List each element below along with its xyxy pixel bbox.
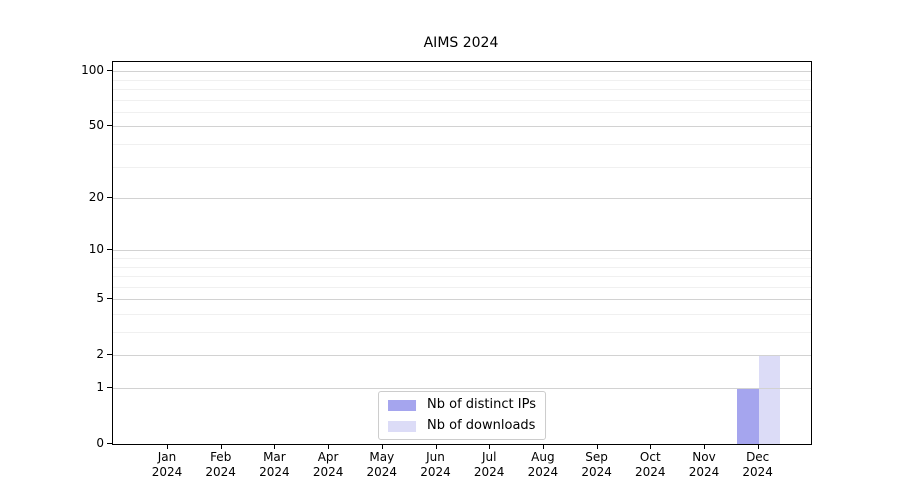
y-tick-label: 50 xyxy=(88,118,104,133)
x-tick-label: Jun 2024 xyxy=(420,450,451,479)
bar xyxy=(758,355,781,444)
y-tick-label: 0 xyxy=(96,436,104,450)
minor-gridline xyxy=(113,267,811,268)
y-tick-label: 100 xyxy=(81,63,104,78)
minor-gridline xyxy=(113,167,811,168)
x-tick-label: Mar 2024 xyxy=(259,450,290,479)
major-gridline xyxy=(113,250,811,251)
y-tick-mark xyxy=(107,298,112,299)
y-tick-mark xyxy=(107,354,112,355)
y-tick-mark xyxy=(107,125,112,126)
y-tick-mark xyxy=(107,249,112,250)
legend-item: Nb of distinct IPs xyxy=(388,397,536,413)
bar xyxy=(737,388,759,444)
major-gridline xyxy=(113,388,811,389)
minor-gridline xyxy=(113,287,811,288)
minor-gridline xyxy=(113,89,811,90)
y-tick-mark xyxy=(107,70,112,71)
x-tick-mark xyxy=(489,444,490,449)
bars-layer xyxy=(113,62,811,444)
major-gridline xyxy=(113,71,811,72)
major-gridline xyxy=(113,198,811,199)
y-tick-label: 1 xyxy=(96,380,104,394)
x-tick-mark xyxy=(328,444,329,449)
legend: Nb of distinct IPs Nb of downloads xyxy=(378,391,546,440)
major-gridline xyxy=(113,355,811,356)
x-tick-label: Nov 2024 xyxy=(688,450,720,479)
legend-item: Nb of downloads xyxy=(388,418,536,434)
x-tick-label: Apr 2024 xyxy=(312,450,344,479)
legend-label: Nb of downloads xyxy=(427,418,536,433)
chart-title: AIMS 2024 xyxy=(423,35,499,51)
y-tick-mark xyxy=(107,387,112,388)
y-tick-mark xyxy=(107,443,112,444)
x-tick-mark xyxy=(543,444,544,449)
x-tick-label: Dec 2024 xyxy=(742,450,773,479)
minor-gridline xyxy=(113,144,811,145)
x-tick-mark xyxy=(274,444,275,449)
minor-gridline xyxy=(113,332,811,333)
y-tick-label: 2 xyxy=(96,347,104,362)
x-tick-mark xyxy=(167,444,168,449)
minor-gridline xyxy=(113,112,811,113)
major-gridline xyxy=(113,299,811,300)
legend-swatch xyxy=(388,399,417,411)
x-tick-label: Jan 2024 xyxy=(151,450,183,479)
x-tick-label: Oct 2024 xyxy=(635,450,666,479)
minor-gridline xyxy=(113,314,811,315)
x-tick-label: Feb 2024 xyxy=(205,450,236,479)
y-tick-mark xyxy=(107,197,112,198)
y-tick-label: 10 xyxy=(88,242,104,257)
x-tick-mark xyxy=(758,444,759,449)
legend-label: Nb of distinct IPs xyxy=(427,397,536,412)
x-tick-label: May 2024 xyxy=(366,450,398,479)
x-tick-mark xyxy=(436,444,437,449)
x-tick-mark xyxy=(221,444,222,449)
x-tick-mark xyxy=(597,444,598,449)
x-tick-label: Jul 2024 xyxy=(473,450,505,479)
major-gridline xyxy=(113,126,811,127)
minor-gridline xyxy=(113,276,811,277)
y-tick-label: 20 xyxy=(88,190,104,205)
x-tick-mark xyxy=(382,444,383,449)
minor-gridline xyxy=(113,258,811,259)
x-tick-label: Aug 2024 xyxy=(527,450,559,479)
x-tick-mark xyxy=(704,444,705,449)
x-tick-mark xyxy=(650,444,651,449)
x-tick-label: Sep 2024 xyxy=(581,450,612,479)
gridlines-layer xyxy=(113,62,811,444)
plot-area: Nb of distinct IPs Nb of downloads xyxy=(112,61,812,445)
minor-gridline xyxy=(113,100,811,101)
legend-swatch xyxy=(388,420,417,432)
minor-gridline xyxy=(113,80,811,81)
y-tick-label: 5 xyxy=(96,291,104,306)
